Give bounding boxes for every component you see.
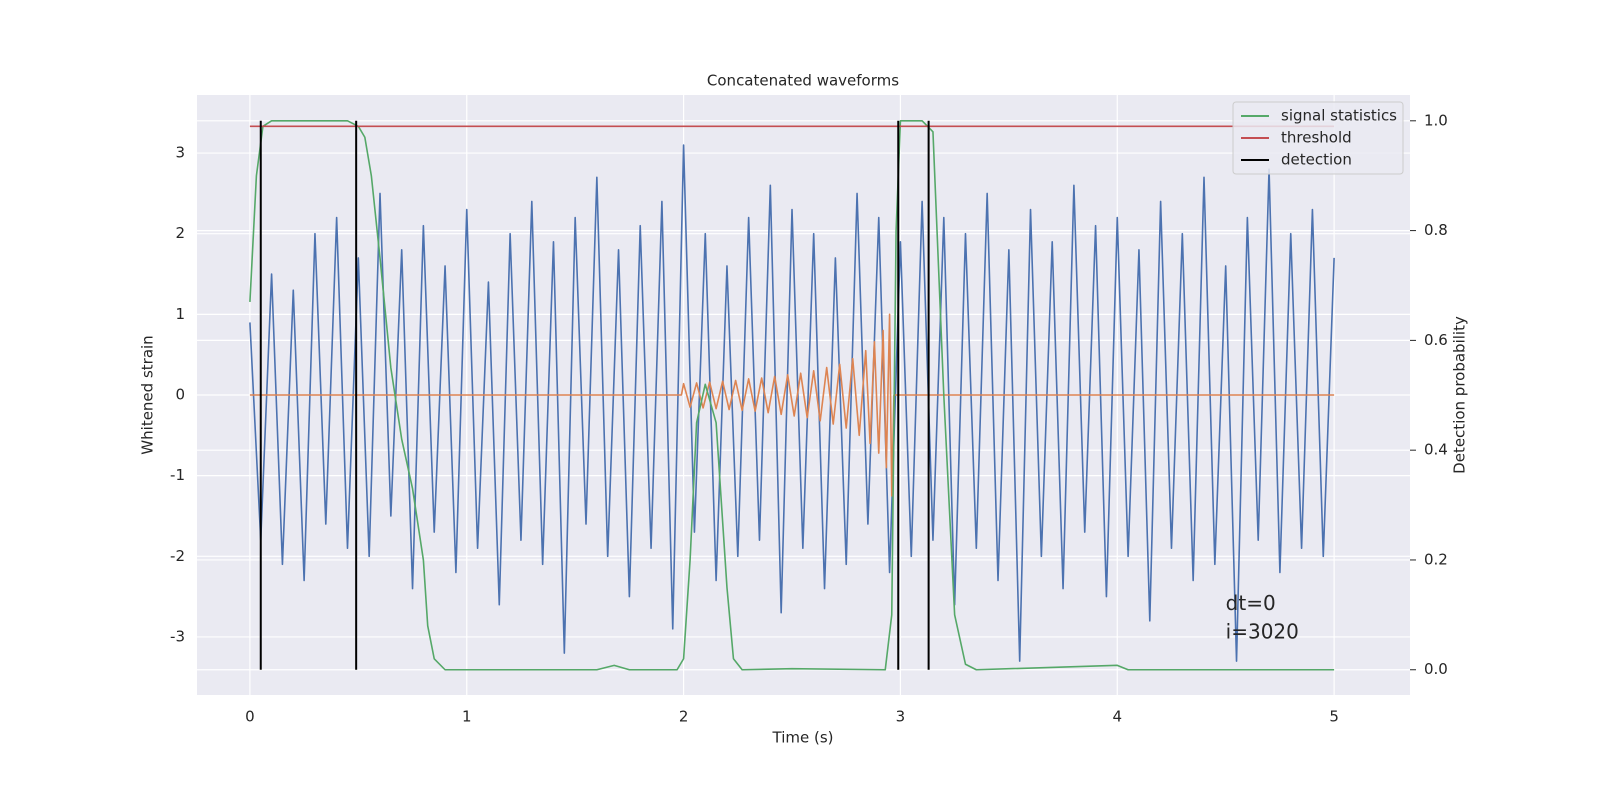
y2-tick-label: 0.2 bbox=[1424, 550, 1448, 568]
legend-box bbox=[1232, 101, 1404, 175]
legend-label: threshold bbox=[1281, 129, 1352, 147]
legend: signal statistics threshold detection bbox=[1232, 101, 1404, 175]
y-axis-label: Whitened strain bbox=[139, 335, 157, 454]
y-tick-label: 2 bbox=[175, 224, 185, 242]
y-tick-label: 3 bbox=[175, 144, 185, 162]
series-line bbox=[249, 313, 1335, 497]
y-tick-label: 1 bbox=[175, 305, 185, 323]
y-tick-label: -2 bbox=[170, 547, 185, 565]
annotation: i=3020 bbox=[1226, 619, 1299, 643]
series-line bbox=[249, 144, 1335, 662]
y2-tick-label: 0.4 bbox=[1424, 441, 1448, 459]
legend-label: detection bbox=[1281, 151, 1352, 169]
x-tick-label: 0 bbox=[245, 708, 255, 726]
x-tick-label: 3 bbox=[896, 708, 906, 726]
y2-tick-label: 0.8 bbox=[1424, 221, 1448, 239]
x-tick-label: 4 bbox=[1112, 708, 1122, 726]
x-axis-label: Time (s) bbox=[772, 729, 834, 747]
chart-title: Concatenated waveforms bbox=[707, 72, 899, 90]
annotation: dt=0 bbox=[1226, 591, 1276, 615]
x-tick-label: 5 bbox=[1329, 708, 1339, 726]
x-tick-label: 1 bbox=[462, 708, 472, 726]
series-line bbox=[249, 120, 1335, 671]
y2-tick-label: 1.0 bbox=[1424, 111, 1448, 129]
y2-tick-label: 0.0 bbox=[1424, 660, 1448, 678]
series-line bbox=[259, 120, 930, 670]
legend-label: signal statistics bbox=[1281, 107, 1397, 125]
y-tick-label: 0 bbox=[175, 386, 185, 404]
y-tick-label: -3 bbox=[170, 627, 185, 645]
y2-tick-label: 0.6 bbox=[1424, 331, 1448, 349]
y2-axis-label: Detection probability bbox=[1451, 316, 1469, 474]
x-tick-label: 2 bbox=[679, 708, 689, 726]
y-tick-label: -1 bbox=[170, 466, 185, 484]
